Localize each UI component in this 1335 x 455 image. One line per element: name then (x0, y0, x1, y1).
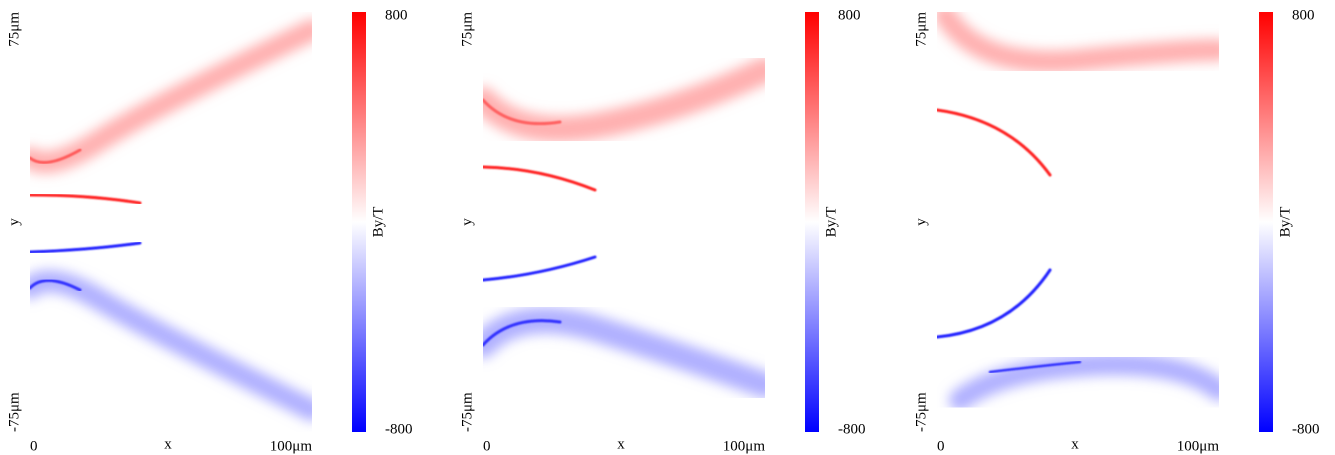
colorbar-label: By/T (823, 207, 839, 238)
x-tick-label: 100μm (270, 438, 313, 454)
y-tick-label: 75μm (913, 12, 929, 47)
y-tick-label: -75μm (6, 392, 22, 432)
x-tick-label: 100μm (1177, 438, 1220, 454)
y-axis-label: y (913, 218, 929, 226)
colorbar-tick-label: -800 (1292, 421, 1320, 437)
x-tick-label: 0 (30, 438, 38, 454)
x-axis-label: x (164, 436, 172, 452)
field-image (483, 57, 765, 398)
y-tick-label: 75μm (459, 12, 475, 47)
x-tick-label: 0 (937, 438, 945, 454)
colorbar-tick-label: -800 (838, 421, 866, 437)
colorbar-tick-label: 800 (385, 7, 408, 23)
x-tick-label: 0 (483, 438, 491, 454)
colorbar-tick-label: 800 (838, 7, 861, 23)
colorbar-tick-label: -800 (385, 421, 413, 437)
y-tick-label: -75μm (913, 392, 929, 432)
x-axis-label: x (617, 436, 625, 452)
colorbar-label: By/T (1277, 207, 1293, 238)
colorbar (805, 12, 819, 432)
y-tick-label: -75μm (459, 392, 475, 432)
colorbar-label: By/T (370, 207, 386, 238)
field-image (937, 12, 1219, 429)
x-tick-label: 100μm (723, 438, 766, 454)
y-axis-label: y (459, 218, 475, 226)
y-tick-label: 75μm (6, 12, 22, 47)
y-axis-label: y (6, 218, 22, 226)
field-image (30, 19, 312, 421)
colorbar-tick-label: 800 (1292, 7, 1315, 23)
colorbar (352, 12, 366, 432)
x-axis-label: x (1071, 436, 1079, 452)
colorbar (1259, 12, 1273, 432)
